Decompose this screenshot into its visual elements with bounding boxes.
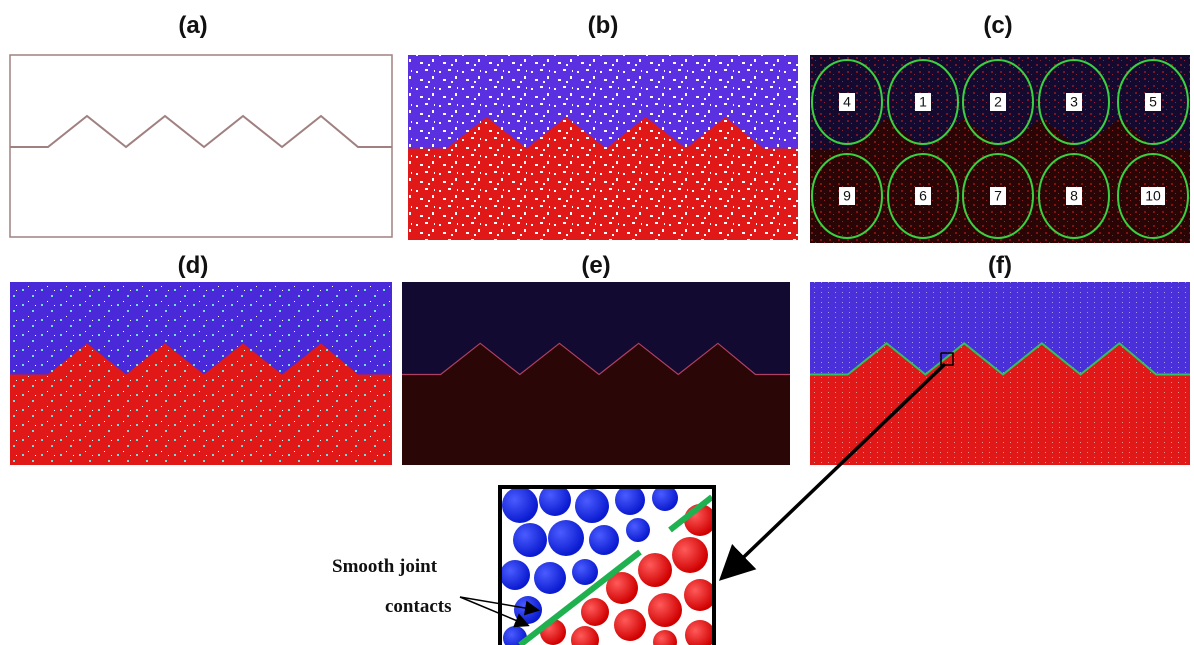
panel-label: (e) [581,252,610,279]
region-label: 4 [843,94,851,110]
region-label: 8 [1070,188,1078,204]
panel-d [10,282,392,465]
region-label: 10 [1145,188,1161,204]
region-label: 3 [1070,94,1078,110]
annotation: contacts [385,596,451,617]
panel-label: (c) [983,12,1012,39]
panel-e [402,282,790,465]
region-label: 9 [843,188,851,204]
region-label: 6 [919,188,927,204]
region-label: 7 [994,188,1002,204]
panel-a [10,55,392,237]
panel-label: (d) [178,252,209,279]
region-label: 5 [1149,94,1157,110]
region-label: 2 [994,94,1002,110]
panel-label: (f) [988,252,1012,279]
inset [500,484,716,645]
panel-c: 4 1 2 3 5 9 6 7 8 10 [810,55,1190,243]
annotation: Smooth joint [332,556,438,577]
panel-label: (a) [178,12,207,39]
panel-label: (b) [588,12,619,39]
panel-b [408,55,798,240]
figure: 4 1 2 3 5 9 6 7 8 10 (a) (b) (c) (d) (e) (f) Smoo… [0,0,1194,645]
region-label: 1 [919,94,927,110]
